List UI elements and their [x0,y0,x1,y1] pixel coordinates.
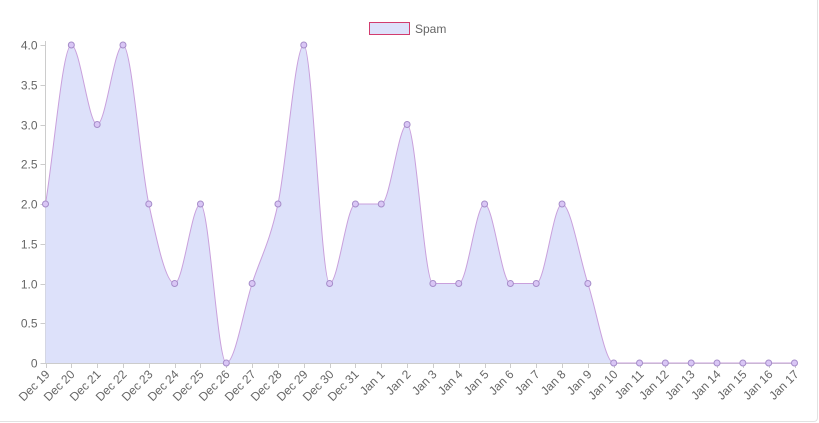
x-tick-label: Jan 5 [461,367,492,398]
data-point[interactable]: Dec 28: 2 [274,200,282,208]
y-tick-label: 4.0 [21,39,38,53]
data-point[interactable]: Jan 2: 3 [403,121,411,128]
data-point[interactable]: Jan 9: 1 [584,280,592,287]
data-point[interactable]: Jan 16: 0 [765,359,773,367]
y-tick-label: 1.0 [21,278,38,292]
legend-label-spam[interactable]: Spam [415,22,446,36]
data-point[interactable]: Dec 31: 2 [351,200,359,208]
data-point[interactable]: Jan 10: 0 [610,359,618,367]
data-point[interactable]: Dec 19: 2 [42,200,49,208]
y-tick-label: 0.5 [21,317,38,331]
plot-area: Dec 19: 2 Dec 20: 4 Dec 21: 3 Dec 22: 4 Dec … [42,41,798,367]
x-tick-label: Jan 2 [383,367,414,398]
y-tick-label: 3.0 [21,119,38,133]
x-tick-label: Jan 6 [486,367,517,398]
x-tick-label: Jan 10 [585,367,621,403]
data-point[interactable]: Dec 23: 2 [145,200,153,208]
y-tick-label: 0 [31,357,38,371]
data-point[interactable]: Jan 3: 1 [429,280,437,287]
data-point[interactable]: Jan 4: 1 [455,280,463,287]
data-point[interactable]: Dec 24: 1 [171,280,179,287]
data-point[interactable]: Dec 29: 4 [300,41,308,49]
data-point[interactable]: Jan 6: 1 [506,280,514,287]
data-point[interactable]: Jan 5: 2 [481,200,489,208]
y-axis: 0 0.5 1.0 1.5 2.0 2.5 3.0 3.5 4.0 [21,39,46,371]
data-point[interactable]: Dec 26: 0 [222,359,230,367]
data-point[interactable]: Dec 25: 2 [196,200,204,208]
legend-swatch-spam[interactable] [369,22,410,35]
x-tick-label: Jan 7 [512,367,543,398]
data-point[interactable]: Jan 14: 0 [713,359,721,367]
data-point[interactable]: Jan 7: 1 [532,280,540,287]
y-tick-label: 1.5 [21,238,38,252]
data-point[interactable]: Dec 21: 3 [93,121,101,128]
data-point[interactable]: Jan 1: 2 [377,200,385,208]
data-point[interactable]: Jan 12: 0 [661,359,669,367]
x-tick-label: Jan 1 [357,367,388,398]
y-tick-label: 2.5 [21,158,38,172]
x-tick-label: Jan 8 [538,367,569,398]
y-tick-label: 2.0 [21,198,38,212]
x-tick-label: Jan 17 [766,367,802,403]
legend[interactable]: Spam [369,22,447,36]
data-point[interactable]: Jan 15: 0 [739,359,747,367]
data-point[interactable]: Dec 20: 4 [67,41,75,49]
y-tick-label: 3.5 [21,79,38,93]
data-point[interactable]: Dec 27: 1 [248,280,256,287]
data-point[interactable]: Dec 22: 4 [119,41,127,49]
data-point[interactable]: Dec 30: 1 [326,280,334,287]
x-tick-label: Jan 4 [435,367,466,398]
data-point[interactable]: Jan 13: 0 [687,359,695,367]
data-point[interactable]: Jan 11: 0 [636,359,644,367]
data-point[interactable]: Jan 17: 0 [791,359,798,367]
x-tick-label: Jan 3 [409,367,440,398]
data-point[interactable]: Jan 8: 2 [558,200,566,208]
